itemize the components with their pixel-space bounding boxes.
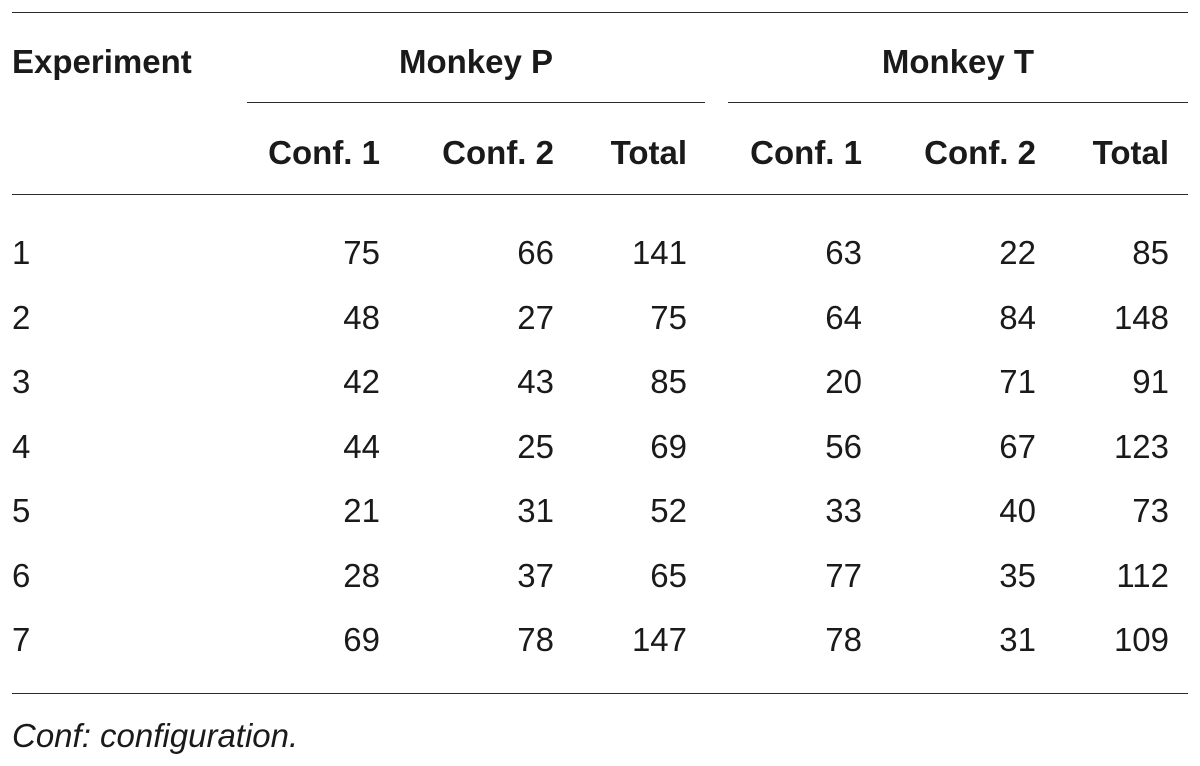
row-label: 4 xyxy=(12,428,31,465)
table-cell: 31 xyxy=(999,621,1036,658)
table-top-rule xyxy=(12,12,1188,13)
monkey-t-header: Monkey T xyxy=(881,43,1035,80)
table-cell: 77 xyxy=(825,557,862,594)
table-cell: 27 xyxy=(517,299,554,336)
table-cell: 42 xyxy=(343,363,380,400)
table-cell: 147 xyxy=(631,621,687,658)
table-cell: 25 xyxy=(517,428,554,465)
header-bottom-rule xyxy=(12,194,1188,195)
table-cell: 65 xyxy=(650,557,687,594)
row-label: 6 xyxy=(12,557,31,594)
table-cell: 35 xyxy=(999,557,1036,594)
table-cell: 28 xyxy=(343,557,380,594)
table-cell: 44 xyxy=(343,428,380,465)
table-cell: 20 xyxy=(825,363,862,400)
table-cell: 91 xyxy=(1132,363,1169,400)
row-label: 3 xyxy=(12,363,31,400)
table-cell: 33 xyxy=(825,492,862,529)
table-cell: 64 xyxy=(825,299,862,336)
table-cell: 84 xyxy=(999,299,1036,336)
table-cell: 21 xyxy=(343,492,380,529)
table-cell: 69 xyxy=(343,621,380,658)
monkey-p-conf1-header: Conf. 1 xyxy=(268,134,380,171)
table-bottom-rule xyxy=(12,693,1188,694)
monkey-p-header: Monkey P xyxy=(398,43,554,80)
table-cell: 75 xyxy=(650,299,687,336)
row-label: 1 xyxy=(12,234,31,271)
monkey-p-conf2-header: Conf. 2 xyxy=(442,134,554,171)
experiment-header: Experiment xyxy=(12,43,192,80)
table-cell: 31 xyxy=(517,492,554,529)
monkey-t-conf2-header: Conf. 2 xyxy=(924,134,1036,171)
table-cell: 71 xyxy=(999,363,1036,400)
table-footnote: Conf: configuration. xyxy=(12,717,299,754)
table-cell: 56 xyxy=(825,428,862,465)
table-cell: 67 xyxy=(999,428,1036,465)
table-cell: 63 xyxy=(825,234,862,271)
table-cell: 148 xyxy=(1113,299,1169,336)
row-label: 2 xyxy=(12,299,31,336)
monkey-t-total-header: Total xyxy=(1092,134,1169,171)
table-cell: 48 xyxy=(343,299,380,336)
row-label: 7 xyxy=(12,621,31,658)
table-cell: 112 xyxy=(1116,557,1169,594)
monkey-t-group-rule xyxy=(728,102,1188,103)
table-cell: 78 xyxy=(517,621,554,658)
table-cell: 22 xyxy=(999,234,1036,271)
table-cell: 141 xyxy=(631,234,687,271)
monkey-t-conf1-header: Conf. 1 xyxy=(750,134,862,171)
table-cell: 85 xyxy=(1132,234,1169,271)
table-cell: 52 xyxy=(650,492,687,529)
table-cell: 85 xyxy=(650,363,687,400)
row-label: 5 xyxy=(12,492,31,529)
table-cell: 109 xyxy=(1113,621,1169,658)
table-cell: 43 xyxy=(517,363,554,400)
table-cell: 37 xyxy=(517,557,554,594)
monkey-p-group-rule xyxy=(247,102,705,103)
table-cell: 66 xyxy=(517,234,554,271)
table-cell: 123 xyxy=(1113,428,1169,465)
table-cell: 75 xyxy=(343,234,380,271)
table-cell: 69 xyxy=(650,428,687,465)
table-cell: 40 xyxy=(999,492,1036,529)
monkey-p-total-header: Total xyxy=(610,134,687,171)
table-cell: 73 xyxy=(1132,492,1169,529)
table-cell: 78 xyxy=(825,621,862,658)
